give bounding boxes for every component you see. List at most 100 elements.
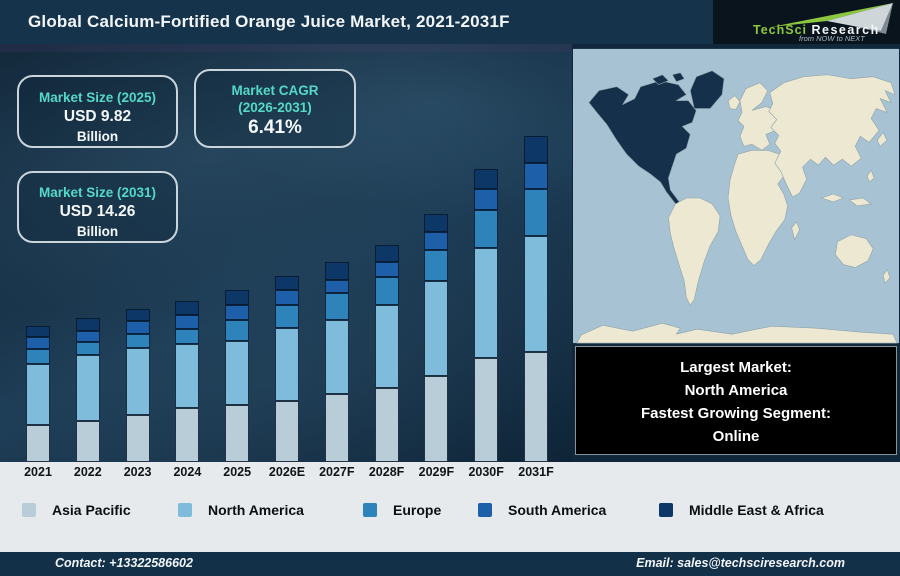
bar-segment-north-america xyxy=(524,236,548,352)
bar-segment-south-america xyxy=(474,189,499,210)
market-size-2025-value: USD 9.82 xyxy=(63,108,132,125)
legend-label-middle-east-africa: Middle East & Africa xyxy=(689,502,824,518)
bar-2031F xyxy=(524,136,548,462)
legend-item-south-america: South America xyxy=(478,502,606,518)
bar-2029F xyxy=(424,214,449,462)
market-size-2025-unit: Billion xyxy=(76,129,119,144)
x-axis-label-2029F: 2029F xyxy=(418,465,455,479)
fastest-segment-label: Fastest Growing Segment: xyxy=(640,405,832,422)
bar-segment-north-america xyxy=(125,348,150,415)
footer-bar: Contact: +13322586602 Email: sales@techs… xyxy=(0,552,900,576)
bar-segment-europe xyxy=(474,210,499,248)
bar-2030F xyxy=(474,169,499,462)
axis-and-legend-strip: 2021 2022 2023 2024 2025 2026E 2027F 2028F 2029F… xyxy=(0,462,900,552)
market-cagr-box: Market CAGR (2026-2031) 6.41% xyxy=(194,69,356,148)
bar-segment-north-america xyxy=(474,248,499,358)
bar-segment-middle-east-africa xyxy=(275,276,299,290)
legend-item-middle-east-africa: Middle East & Africa xyxy=(659,502,824,518)
x-axis-label-2023: 2023 xyxy=(123,465,152,479)
map-australia xyxy=(835,234,874,268)
bar-segment-europe xyxy=(26,349,50,364)
bar-segment-middle-east-africa xyxy=(474,169,499,189)
bar-segment-asia-pacific xyxy=(275,401,299,462)
market-size-2025-label: Market Size (2025) xyxy=(38,90,157,105)
bar-segment-middle-east-africa xyxy=(524,136,548,163)
map-british-isles xyxy=(727,95,741,110)
bar-segment-south-america xyxy=(374,262,399,277)
bar-segment-north-america xyxy=(26,364,50,425)
bar-2028F xyxy=(374,245,399,462)
bars-layer xyxy=(0,44,572,462)
bar-segment-asia-pacific xyxy=(524,352,548,462)
market-size-2031-value: USD 14.26 xyxy=(59,203,136,220)
x-axis-label-2024: 2024 xyxy=(173,465,202,479)
bar-segment-europe xyxy=(374,277,399,305)
bar-segment-middle-east-africa xyxy=(225,290,250,305)
map-region: Largest Market: North America Fastest Gr… xyxy=(572,44,900,462)
bar-segment-europe xyxy=(225,320,250,341)
logo-brand-primary: TechSci xyxy=(753,23,808,37)
map-arctic-islands xyxy=(651,72,685,86)
legend-swatch-europe xyxy=(363,503,377,517)
largest-market-label: Largest Market: xyxy=(680,359,792,376)
legend-swatch-middle-east-africa xyxy=(659,503,673,517)
x-axis-label-2027F: 2027F xyxy=(319,465,355,479)
bar-segment-europe xyxy=(524,189,548,236)
market-size-2031-box: Market Size (2031) USD 14.26 Billion xyxy=(17,171,178,243)
legend-item-europe: Europe xyxy=(363,502,441,518)
bar-segment-europe xyxy=(175,329,200,344)
bar-segment-south-america xyxy=(524,163,548,189)
bar-segment-asia-pacific xyxy=(75,421,100,462)
bar-segment-north-america xyxy=(275,328,299,401)
legend-label-europe: Europe xyxy=(393,502,442,518)
bar-segment-south-america xyxy=(175,315,200,329)
world-map xyxy=(573,48,899,344)
bar-segment-asia-pacific xyxy=(225,405,250,462)
logo-brand-secondary: Research xyxy=(811,23,880,37)
x-axis-label-2025: 2025 xyxy=(223,465,252,479)
bar-segment-asia-pacific xyxy=(374,388,399,462)
logo-arrow-icon xyxy=(771,3,893,34)
bar-2022 xyxy=(75,318,100,462)
logo-wordmark: TechSci Research xyxy=(753,21,880,39)
bar-segment-north-america xyxy=(324,320,349,394)
legend-swatch-asia-pacific xyxy=(22,503,36,517)
bar-segment-middle-east-africa xyxy=(324,262,349,280)
legend-item-north-america: North America xyxy=(178,502,304,518)
bar-segment-europe xyxy=(275,305,299,328)
bar-segment-south-america xyxy=(225,305,250,320)
bar-segment-middle-east-africa xyxy=(424,214,449,232)
map-madagascar xyxy=(791,221,800,241)
map-new-zealand xyxy=(882,268,891,285)
bar-segment-south-america xyxy=(324,280,349,293)
bar-segment-middle-east-africa xyxy=(125,309,150,321)
map-asia xyxy=(768,74,896,198)
title-bar: Global Calcium-Fortified Orange Juice Ma… xyxy=(0,0,900,44)
market-cagr-value: 6.41% xyxy=(248,117,302,138)
bar-segment-north-america xyxy=(175,344,200,408)
bar-segment-asia-pacific xyxy=(125,415,150,462)
bar-2026E xyxy=(275,276,299,462)
legend-label-south-america: South America xyxy=(508,502,607,518)
x-axis-label-2021: 2021 xyxy=(24,465,52,479)
map-south-america xyxy=(668,197,721,306)
bar-2024 xyxy=(175,301,200,462)
page-title: Global Calcium-Fortified Orange Juice Ma… xyxy=(28,12,510,31)
fastest-segment-value: Online xyxy=(712,428,760,445)
x-axis-label-2026E: 2026E xyxy=(268,465,306,479)
market-size-2031-unit: Billion xyxy=(76,224,119,239)
bar-segment-middle-east-africa xyxy=(175,301,200,315)
bar-segment-south-america xyxy=(275,290,299,305)
bar-segment-south-america xyxy=(424,232,449,250)
bar-segment-south-america xyxy=(75,331,100,342)
bar-segment-north-america xyxy=(225,341,250,405)
chart-area: Market Size (2025) USD 9.82 Billion Mark… xyxy=(0,44,572,462)
x-axis-label-2022: 2022 xyxy=(73,465,102,479)
bar-segment-europe xyxy=(125,334,150,348)
bar-segment-asia-pacific xyxy=(424,376,449,462)
bar-segment-south-america xyxy=(125,321,150,334)
bar-2027F xyxy=(324,262,349,462)
legend-swatch-south-america xyxy=(478,503,492,517)
largest-market-value: North America xyxy=(684,382,788,399)
